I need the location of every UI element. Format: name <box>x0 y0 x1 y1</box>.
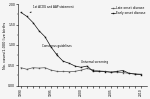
Early onset disease <box>122 70 124 71</box>
Line: Late onset disease: Late onset disease <box>20 67 142 75</box>
Early onset disease <box>74 65 76 67</box>
Late onset disease <box>32 67 34 68</box>
Late onset disease <box>98 70 100 72</box>
Late onset disease <box>128 73 130 74</box>
Late onset disease <box>80 69 82 71</box>
Early onset disease <box>50 46 52 48</box>
Early onset disease <box>86 65 88 67</box>
Early onset disease <box>104 71 106 72</box>
Text: Universal screening: Universal screening <box>81 60 108 71</box>
Late onset disease <box>116 72 118 73</box>
Legend: Late onset disease, Early onset disease: Late onset disease, Early onset disease <box>111 6 146 15</box>
Early onset disease <box>20 12 22 13</box>
Early onset disease <box>44 36 46 37</box>
Early onset disease <box>80 67 82 68</box>
Early onset disease <box>68 63 70 64</box>
Late onset disease <box>110 72 112 73</box>
Early onset disease <box>38 30 40 31</box>
Early onset disease <box>62 61 64 62</box>
Early onset disease <box>140 74 142 75</box>
Late onset disease <box>20 67 22 68</box>
Y-axis label: No. cases/1,000 live births: No. cases/1,000 live births <box>3 21 7 69</box>
Early onset disease <box>134 74 136 75</box>
Late onset disease <box>44 67 46 68</box>
Text: 1st ACOG and AAP statement: 1st ACOG and AAP statement <box>30 5 74 13</box>
Late onset disease <box>134 73 136 74</box>
Early onset disease <box>110 72 112 73</box>
Late onset disease <box>68 71 70 72</box>
Early onset disease <box>26 16 28 17</box>
Early onset disease <box>98 71 100 72</box>
Late onset disease <box>50 69 52 71</box>
Early onset disease <box>56 54 58 56</box>
Early onset disease <box>116 71 118 72</box>
Late onset disease <box>104 71 106 72</box>
Early onset disease <box>32 22 34 23</box>
Text: Consensus guidelines: Consensus guidelines <box>42 44 72 55</box>
Late onset disease <box>140 74 142 75</box>
Late onset disease <box>86 68 88 69</box>
Late onset disease <box>26 69 28 70</box>
Late onset disease <box>38 68 40 69</box>
Early onset disease <box>92 71 94 72</box>
Line: Early onset disease: Early onset disease <box>20 12 142 75</box>
Late onset disease <box>74 71 76 72</box>
Late onset disease <box>122 72 124 73</box>
Late onset disease <box>92 69 94 71</box>
Early onset disease <box>128 73 130 74</box>
Late onset disease <box>56 71 58 72</box>
Late onset disease <box>62 71 64 72</box>
